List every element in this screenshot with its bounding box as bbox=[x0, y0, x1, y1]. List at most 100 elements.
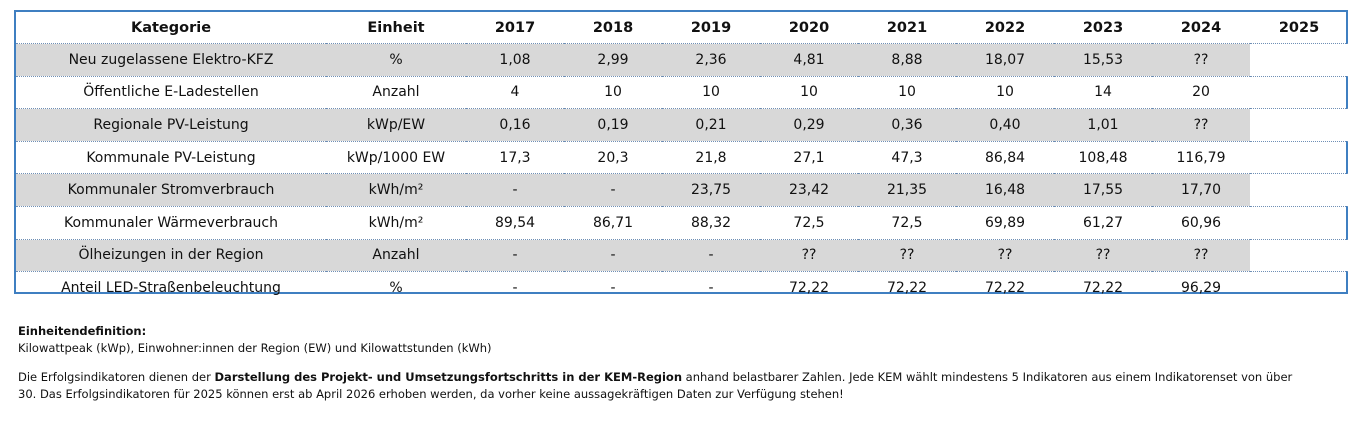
value-cell: 72,22 bbox=[956, 271, 1054, 304]
value-cell: 2,36 bbox=[662, 43, 760, 77]
value-cell bbox=[1250, 75, 1348, 109]
value-cell bbox=[1250, 205, 1348, 240]
value-cell: - bbox=[466, 271, 564, 304]
value-cell: 116,79 bbox=[1152, 140, 1250, 174]
value-cell: 0,40 bbox=[956, 108, 1054, 142]
unit-cell: kWh/m² bbox=[326, 205, 466, 240]
column-header: 2020 bbox=[788, 19, 830, 36]
value-cell bbox=[1250, 140, 1348, 174]
column-header: 2021 bbox=[886, 19, 928, 36]
unit-cell: % bbox=[326, 271, 466, 304]
column-header: 2024 bbox=[1180, 19, 1222, 36]
value-cell: 14 bbox=[1054, 75, 1152, 109]
value-cell: 1,08 bbox=[466, 43, 564, 77]
unit-cell: kWp/EW bbox=[326, 108, 466, 142]
value-cell: 72,22 bbox=[760, 271, 858, 304]
value-cell: 17,3 bbox=[466, 140, 564, 174]
value-cell: 27,1 bbox=[760, 140, 858, 174]
value-cell: ?? bbox=[956, 238, 1054, 272]
value-cell: - bbox=[662, 271, 760, 304]
description-line1-end: anhand belastbarer Zahlen. Jede KEM wähl… bbox=[682, 370, 1293, 384]
category-cell: Öffentliche E-Ladestellen bbox=[16, 75, 326, 109]
category-cell: Kommunale PV-Leistung bbox=[16, 140, 326, 174]
description-line2: 30. Das Erfolgsindikatoren für 2025 könn… bbox=[18, 387, 844, 401]
value-cell: ?? bbox=[1152, 108, 1250, 142]
unit-cell: Anzahl bbox=[326, 75, 466, 109]
unit-definition-text: Kilowattpeak (kWp), Einwohner:innen der … bbox=[18, 341, 492, 355]
value-cell: ?? bbox=[1054, 238, 1152, 272]
value-cell: 10 bbox=[956, 75, 1054, 109]
value-cell: - bbox=[564, 173, 662, 207]
value-cell: 16,48 bbox=[956, 173, 1054, 207]
value-cell: 69,89 bbox=[956, 205, 1054, 240]
unit-cell: Anzahl bbox=[326, 238, 466, 272]
value-cell: 108,48 bbox=[1054, 140, 1152, 174]
unit-cell: kWp/1000 EW bbox=[326, 140, 466, 174]
category-cell: Anteil LED-Straßenbeleuchtung bbox=[16, 271, 326, 304]
category-cell: Regionale PV-Leistung bbox=[16, 108, 326, 142]
value-cell: 0,21 bbox=[662, 108, 760, 142]
value-cell: 21,8 bbox=[662, 140, 760, 174]
column-header: Kategorie bbox=[130, 19, 212, 36]
value-cell: 0,19 bbox=[564, 108, 662, 142]
value-cell: 20,3 bbox=[564, 140, 662, 174]
table-row: Anteil LED-Straßenbeleuchtung% - - -72,22 72… bbox=[16, 271, 1348, 304]
value-cell: 17,70 bbox=[1152, 173, 1250, 207]
value-cell: 61,27 bbox=[1054, 205, 1152, 240]
column-header: 2017 bbox=[494, 19, 536, 36]
value-cell: 96,29 bbox=[1152, 271, 1250, 304]
value-cell: 10 bbox=[662, 75, 760, 109]
value-cell: 21,35 bbox=[858, 173, 956, 207]
value-cell: 8,88 bbox=[858, 43, 956, 77]
unit-cell: kWh/m² bbox=[326, 173, 466, 207]
value-cell: 1,01 bbox=[1054, 108, 1152, 142]
value-cell: 0,29 bbox=[760, 108, 858, 142]
value-cell: - bbox=[662, 238, 760, 272]
value-cell: - bbox=[564, 238, 662, 272]
category-cell: Kommunaler Wärmeverbrauch bbox=[16, 205, 326, 240]
value-cell: 10 bbox=[760, 75, 858, 109]
value-cell: 86,71 bbox=[564, 205, 662, 240]
column-header: 2023 bbox=[1082, 19, 1124, 36]
value-cell: - bbox=[466, 173, 564, 207]
value-cell: ?? bbox=[1152, 43, 1250, 77]
indicator-table: Kategorie Einheit 2017 2018 2019 2020 2021 2022… bbox=[16, 12, 1348, 304]
value-cell: ?? bbox=[760, 238, 858, 272]
value-cell bbox=[1250, 271, 1348, 304]
value-cell bbox=[1250, 43, 1348, 77]
value-cell: 17,55 bbox=[1054, 173, 1152, 207]
value-cell: 10 bbox=[858, 75, 956, 109]
value-cell: 0,16 bbox=[466, 108, 564, 142]
column-header: 2019 bbox=[690, 19, 732, 36]
notes-section: Einheitendefinition: Kilowattpeak (kWp),… bbox=[18, 323, 1348, 403]
table-row: Kommunaler Stromverbrauch kWh/m² - -23,75 23… bbox=[16, 173, 1348, 207]
table-row: Neu zugelassene Elektro-KFZ% 1,08 2,99 2,36… bbox=[16, 43, 1348, 77]
column-header: 2025 bbox=[1278, 19, 1320, 36]
column-header: Einheit bbox=[367, 19, 425, 36]
value-cell: 60,96 bbox=[1152, 205, 1250, 240]
description-text: Die Erfolgsindikatoren dienen der Darste… bbox=[18, 369, 1348, 403]
value-cell: 72,5 bbox=[858, 205, 956, 240]
value-cell: 72,5 bbox=[760, 205, 858, 240]
table-header-row: Kategorie Einheit 2017 2018 2019 2020 2021 2022… bbox=[16, 12, 1348, 44]
category-cell: Kommunaler Stromverbrauch bbox=[16, 173, 326, 207]
category-cell: Ölheizungen in der Region bbox=[16, 238, 326, 272]
value-cell: 2,99 bbox=[564, 43, 662, 77]
value-cell: 86,84 bbox=[956, 140, 1054, 174]
value-cell: 47,3 bbox=[858, 140, 956, 174]
column-header: 2022 bbox=[984, 19, 1026, 36]
value-cell: 72,22 bbox=[1054, 271, 1152, 304]
description-emphasis: Darstellung des Projekt- und Umsetzungsf… bbox=[214, 370, 683, 384]
table-row: Ölheizungen in der Region Anzahl - - -??????… bbox=[16, 238, 1348, 272]
value-cell bbox=[1250, 173, 1348, 207]
value-cell: 88,32 bbox=[662, 205, 760, 240]
value-cell: 0,36 bbox=[858, 108, 956, 142]
value-cell: 4,81 bbox=[760, 43, 858, 77]
table-body: Neu zugelassene Elektro-KFZ% 1,08 2,99 2,36… bbox=[16, 43, 1348, 304]
value-cell bbox=[1250, 238, 1348, 272]
description-intro: Die Erfolgsindikatoren dienen der bbox=[18, 370, 215, 384]
value-cell: 23,75 bbox=[662, 173, 760, 207]
value-cell: - bbox=[564, 271, 662, 304]
value-cell: 10 bbox=[564, 75, 662, 109]
table-row: Regionale PV-Leistung kWp/EW 0,16 0,19 0,21 0… bbox=[16, 108, 1348, 142]
